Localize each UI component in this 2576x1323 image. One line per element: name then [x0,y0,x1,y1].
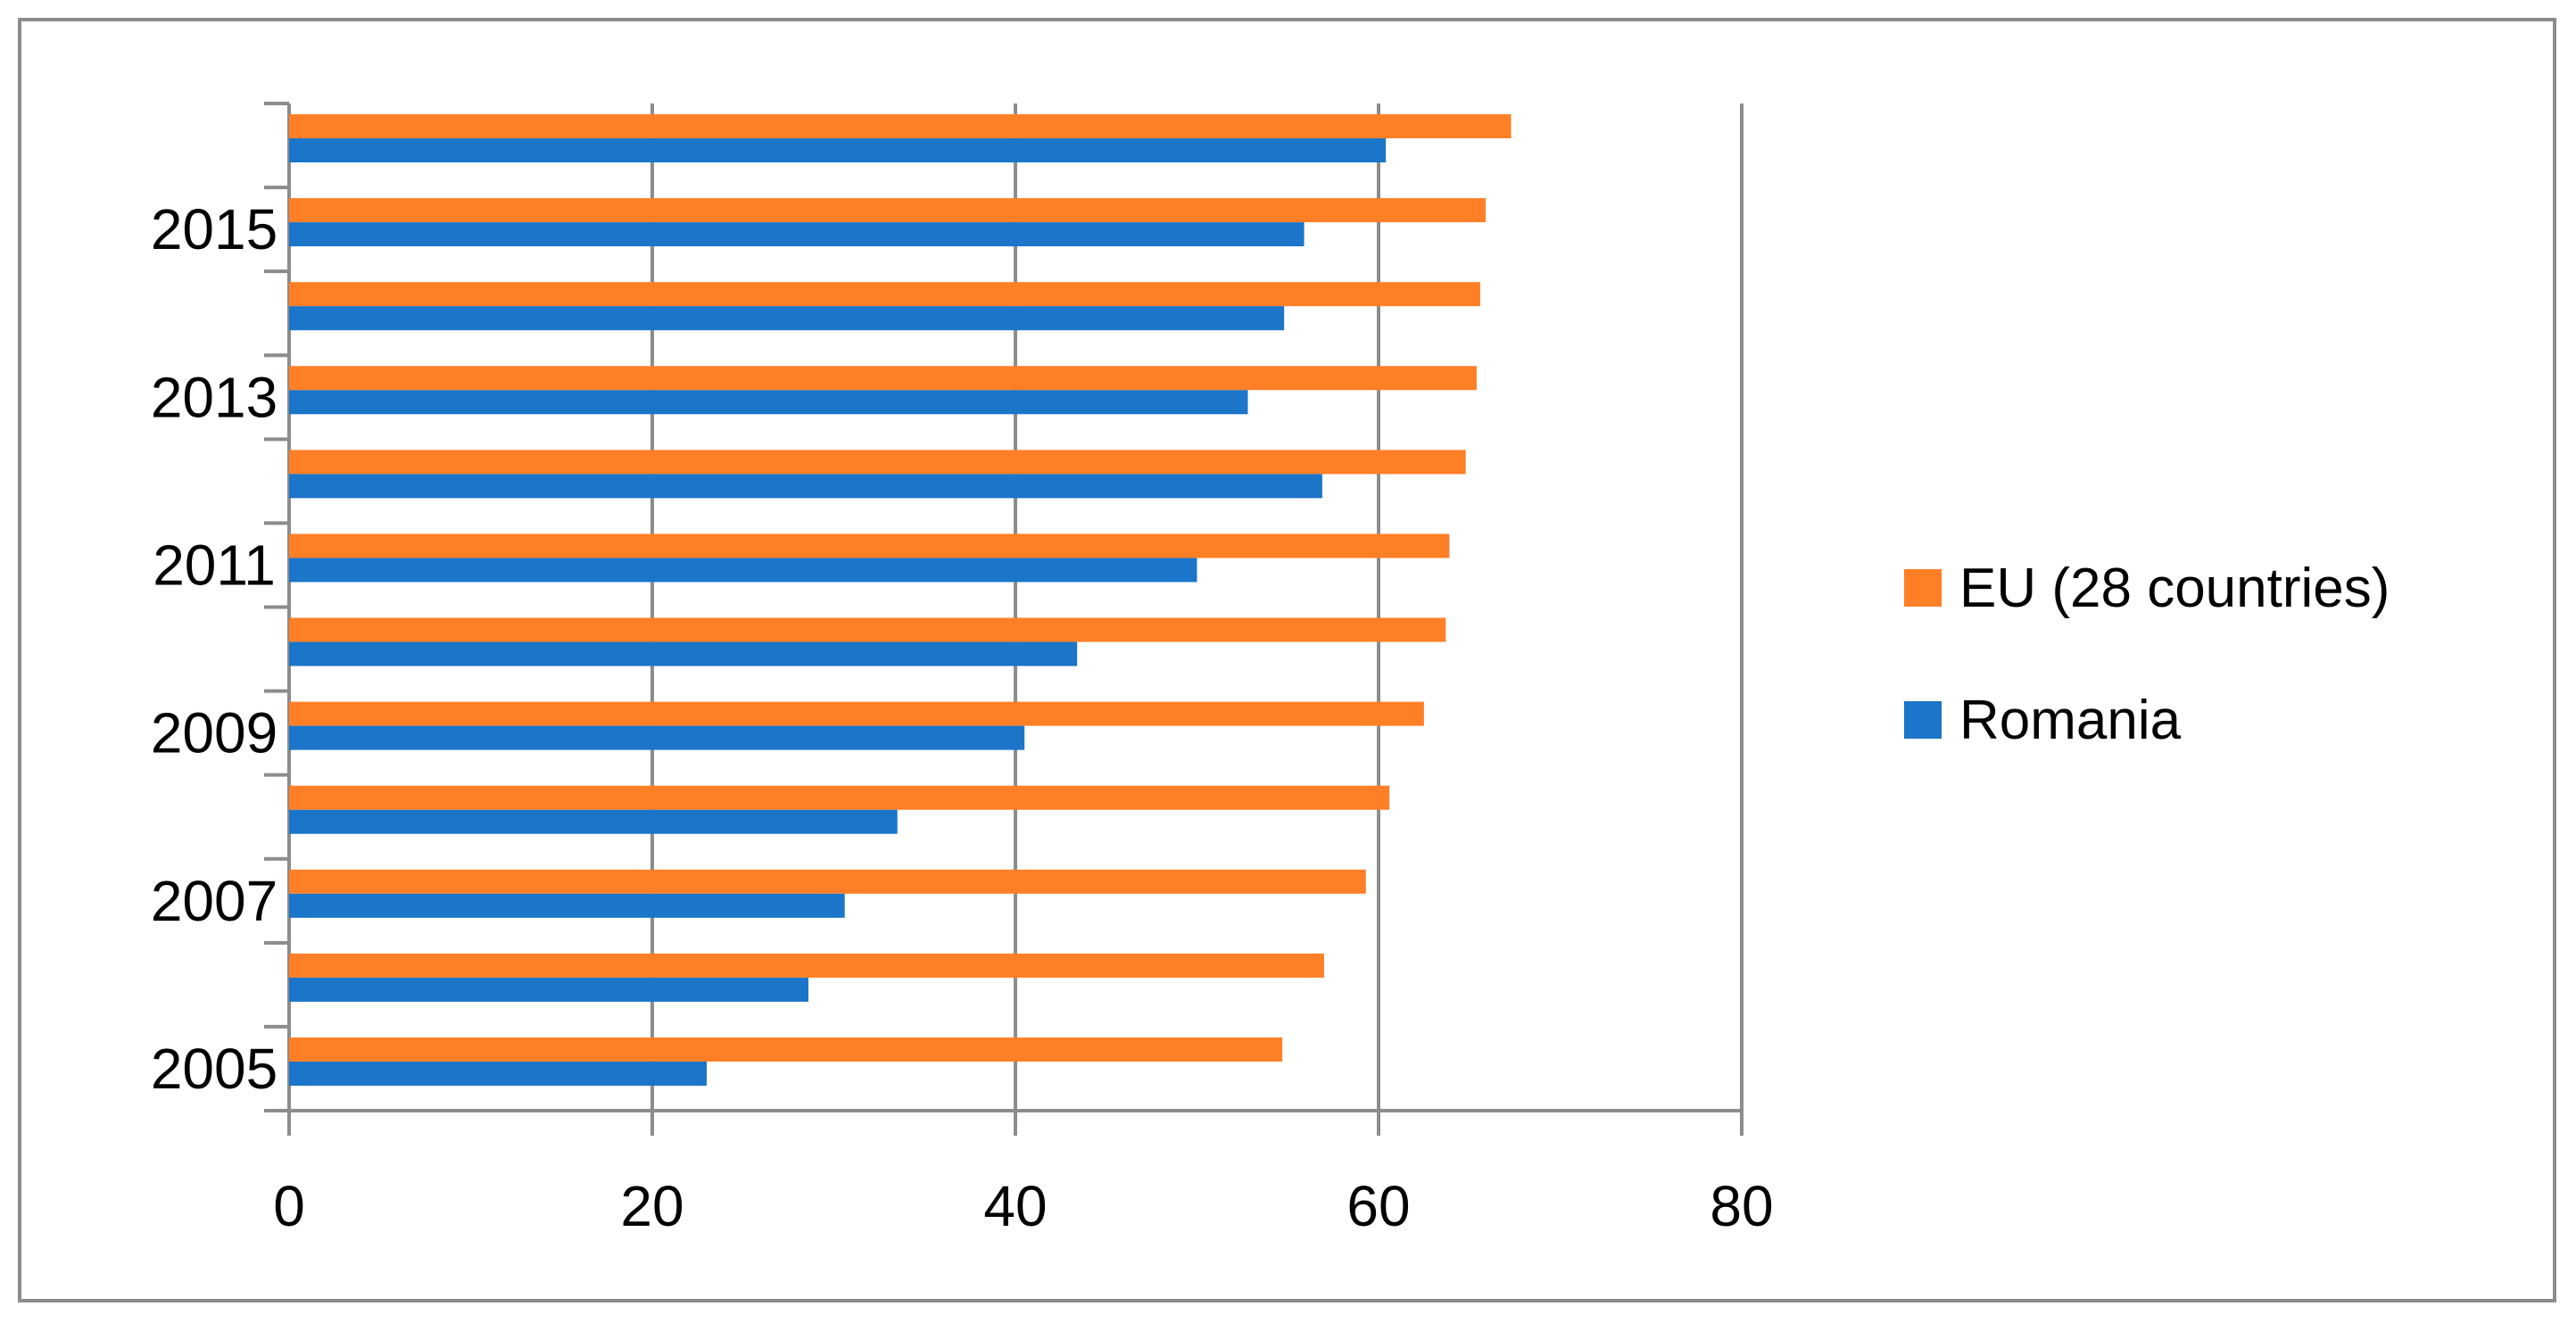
bar-eu-2013 [289,366,1477,391]
bar-eu-2016 [289,114,1512,139]
bar-romania-2013 [289,390,1248,415]
x-tick-label-60: 60 [1346,1174,1410,1238]
bar-romania-2005 [289,1061,708,1086]
legend-eu-swatch [1904,569,1942,607]
y-tick-label-2007: 2007 [151,869,277,933]
y-tick-label-2015: 2015 [151,197,277,261]
y-tick-labels: 2005 2007 2009 2011 2013 2015 [151,197,277,1101]
bar-romania-2010 [289,641,1078,666]
legend-romania-label: Romania [1959,690,2182,751]
x-tick-label-40: 40 [983,1174,1047,1238]
x-tick-labels: 0 20 40 60 80 [273,1174,1773,1238]
bars [289,114,1512,1086]
x-tick-label-0: 0 [273,1174,305,1238]
gridlines [650,103,1744,1111]
bar-eu-2010 [289,617,1446,642]
bar-eu-2014 [289,282,1480,307]
bar-romania-2007 [289,893,845,918]
bar-romania-2016 [289,138,1387,163]
y-tick-label-2013: 2013 [151,365,277,429]
bar-romania-2008 [289,809,898,834]
bar-eu-2011 [289,533,1450,558]
bar-eu-2006 [289,953,1324,978]
bar-romania-2009 [289,725,1025,750]
bar-eu-2008 [289,785,1390,810]
legend-eu-label: EU (28 countries) [1959,558,2390,619]
bar-eu-2009 [289,701,1424,726]
bar-eu-2005 [289,1037,1283,1062]
x-tick-label-20: 20 [620,1174,683,1238]
y-tick-label-2009: 2009 [151,701,277,765]
y-tick-label-2005: 2005 [151,1037,277,1101]
bar-eu-2012 [289,450,1466,475]
x-tick-label-80: 80 [1710,1174,1773,1238]
legend: EU (28 countries) Romania [1904,558,2390,751]
axes [264,102,1744,1136]
bar-romania-2011 [289,558,1197,583]
y-tick-label-2011: 2011 [153,533,276,597]
bar-romania-2015 [289,222,1305,247]
bar-eu-2015 [289,198,1487,223]
bar-romania-2014 [289,306,1285,331]
bar-romania-2006 [289,977,809,1002]
legend-romania-swatch [1904,701,1942,739]
bar-romania-2012 [289,474,1322,499]
bar-eu-2007 [289,869,1366,894]
